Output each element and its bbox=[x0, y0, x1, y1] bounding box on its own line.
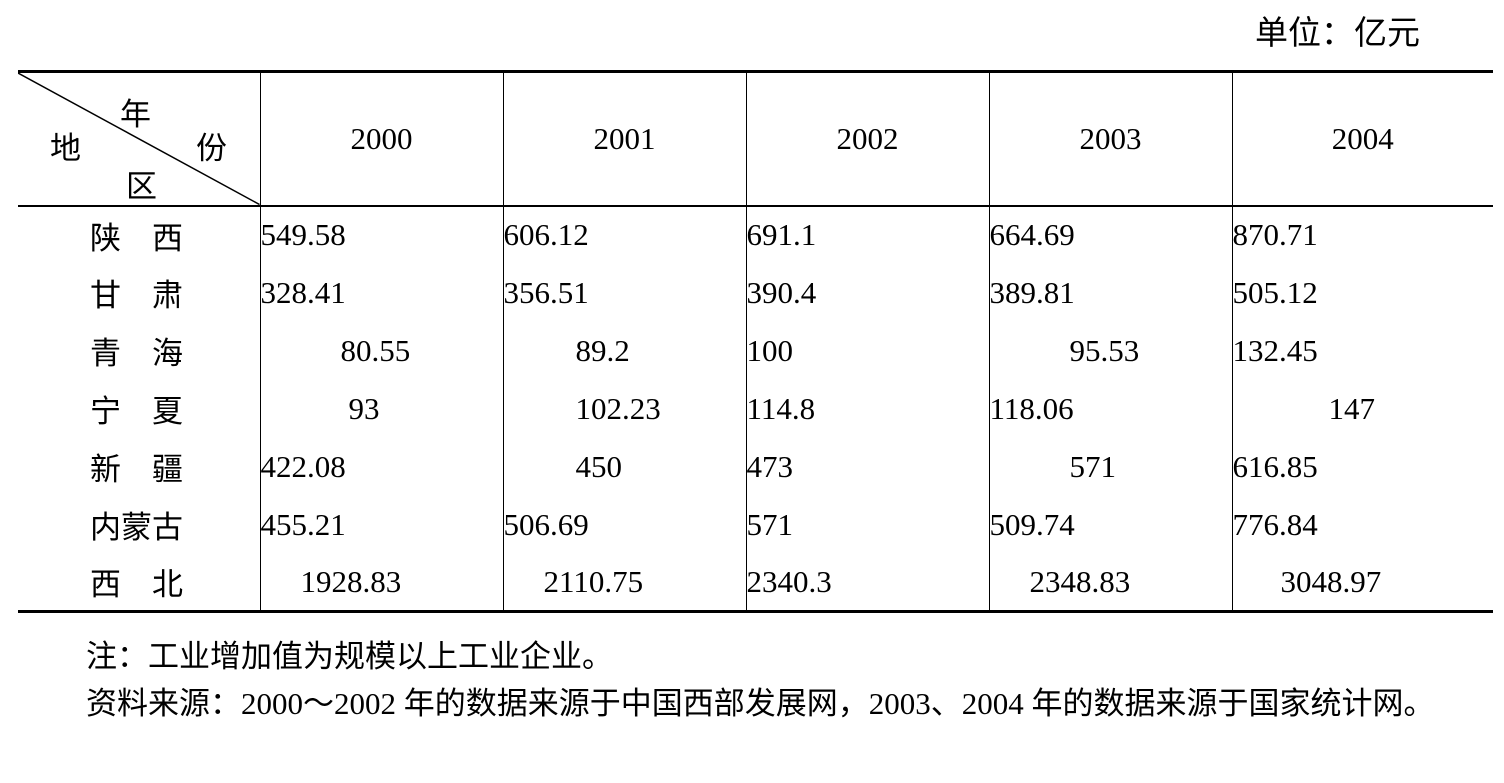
value-cell: 691.1 bbox=[745, 205, 989, 264]
corner-label-fen: 份 bbox=[196, 131, 227, 166]
region-cell: 内蒙古 bbox=[18, 496, 260, 554]
corner-label-qu: 区 bbox=[126, 169, 157, 204]
year-header: 2004 bbox=[1231, 70, 1493, 207]
table-row: 宁 夏 93 102.23 114.8 118.06 147 bbox=[18, 379, 1493, 438]
value-cell: 571 bbox=[988, 437, 1232, 496]
unit-label: 单位：亿元 bbox=[1255, 16, 1420, 52]
year-header: 2002 bbox=[745, 70, 989, 207]
value-cell: 390.4 bbox=[745, 263, 989, 322]
value-cell: 132.45 bbox=[1231, 321, 1493, 380]
value-cell: 664.69 bbox=[988, 205, 1232, 264]
corner-label-year: 年 bbox=[120, 97, 151, 132]
year-header: 2003 bbox=[988, 70, 1232, 207]
value-cell: 473 bbox=[745, 437, 989, 496]
value-cell: 2348.83 bbox=[988, 553, 1232, 613]
table-row: 甘 肃 328.41 356.51 390.4 389.81 505.12 bbox=[18, 263, 1493, 322]
table-row: 陕 西 549.58 606.12 691.1 664.69 870.71 bbox=[18, 205, 1493, 264]
region-name: 新 疆 bbox=[90, 452, 183, 487]
table-row: 内蒙古 455.21 506.69 571 509.74 776.84 bbox=[18, 495, 1493, 554]
value-cell: 870.71 bbox=[1231, 205, 1493, 264]
table-row: 青 海 80.55 89.2 100 95.53 132.45 bbox=[18, 321, 1493, 380]
region-cell: 青 海 bbox=[18, 322, 260, 380]
value-cell: 80.55 bbox=[259, 321, 503, 380]
region-name: 青 海 bbox=[90, 336, 183, 371]
value-cell: 505.12 bbox=[1231, 263, 1493, 322]
value-cell: 2110.75 bbox=[502, 553, 746, 613]
data-source-note: 资料来源：2000～2002 年的数据来源于中国西部发展网，2003、2004 … bbox=[86, 686, 1435, 721]
value-cell: 776.84 bbox=[1231, 495, 1493, 554]
region-name: 内蒙古 bbox=[90, 510, 183, 545]
data-table: 年 地 份 区 2000 2001 2002 2003 2004 陕 西 549… bbox=[18, 70, 1493, 613]
region-cell: 甘 肃 bbox=[18, 264, 260, 322]
value-cell: 549.58 bbox=[259, 205, 503, 264]
value-cell: 450 bbox=[502, 437, 746, 496]
value-cell: 1928.83 bbox=[259, 553, 503, 613]
region-name: 陕 西 bbox=[90, 220, 183, 256]
value-cell: 328.41 bbox=[259, 263, 503, 322]
value-cell: 616.85 bbox=[1231, 437, 1493, 496]
region-cell: 新 疆 bbox=[18, 438, 260, 496]
value-cell: 118.06 bbox=[988, 379, 1232, 438]
value-cell: 571 bbox=[745, 495, 989, 554]
region-name: 西 北 bbox=[90, 567, 183, 603]
value-cell: 102.23 bbox=[502, 379, 746, 438]
value-cell: 93 bbox=[259, 379, 503, 438]
value-cell: 606.12 bbox=[502, 205, 746, 264]
year-header: 2001 bbox=[502, 70, 746, 207]
value-cell: 2340.3 bbox=[745, 553, 989, 613]
region-cell: 陕 西 bbox=[18, 206, 260, 264]
table-row: 西 北 1928.83 2110.75 2340.3 2348.83 3048.… bbox=[18, 553, 1493, 613]
value-cell: 389.81 bbox=[988, 263, 1232, 322]
value-cell: 147 bbox=[1231, 379, 1493, 438]
year-header: 2000 bbox=[259, 70, 503, 207]
region-cell: 宁 夏 bbox=[18, 380, 260, 438]
region-name: 甘 肃 bbox=[90, 278, 183, 313]
value-cell: 455.21 bbox=[259, 495, 503, 554]
value-cell: 114.8 bbox=[745, 379, 989, 438]
value-cell: 506.69 bbox=[502, 495, 746, 554]
table-row: 新 疆 422.08 450 473 571 616.85 bbox=[18, 437, 1493, 496]
value-cell: 100 bbox=[745, 321, 989, 380]
value-cell: 356.51 bbox=[502, 263, 746, 322]
diagonal-line bbox=[18, 73, 260, 205]
value-cell: 422.08 bbox=[259, 437, 503, 496]
corner-header-cell: 年 地 份 区 bbox=[18, 70, 260, 207]
value-cell: 95.53 bbox=[988, 321, 1232, 380]
corner-label-di: 地 bbox=[50, 131, 81, 166]
region-cell: 西 北 bbox=[18, 553, 260, 613]
value-cell: 89.2 bbox=[502, 321, 746, 380]
value-cell: 509.74 bbox=[988, 495, 1232, 554]
table-note: 注：工业增加值为规模以上工业企业。 bbox=[86, 639, 613, 674]
value-cell: 3048.97 bbox=[1231, 553, 1493, 613]
region-name: 宁 夏 bbox=[90, 394, 183, 429]
header-row: 年 地 份 区 2000 2001 2002 2003 2004 bbox=[18, 70, 1493, 207]
